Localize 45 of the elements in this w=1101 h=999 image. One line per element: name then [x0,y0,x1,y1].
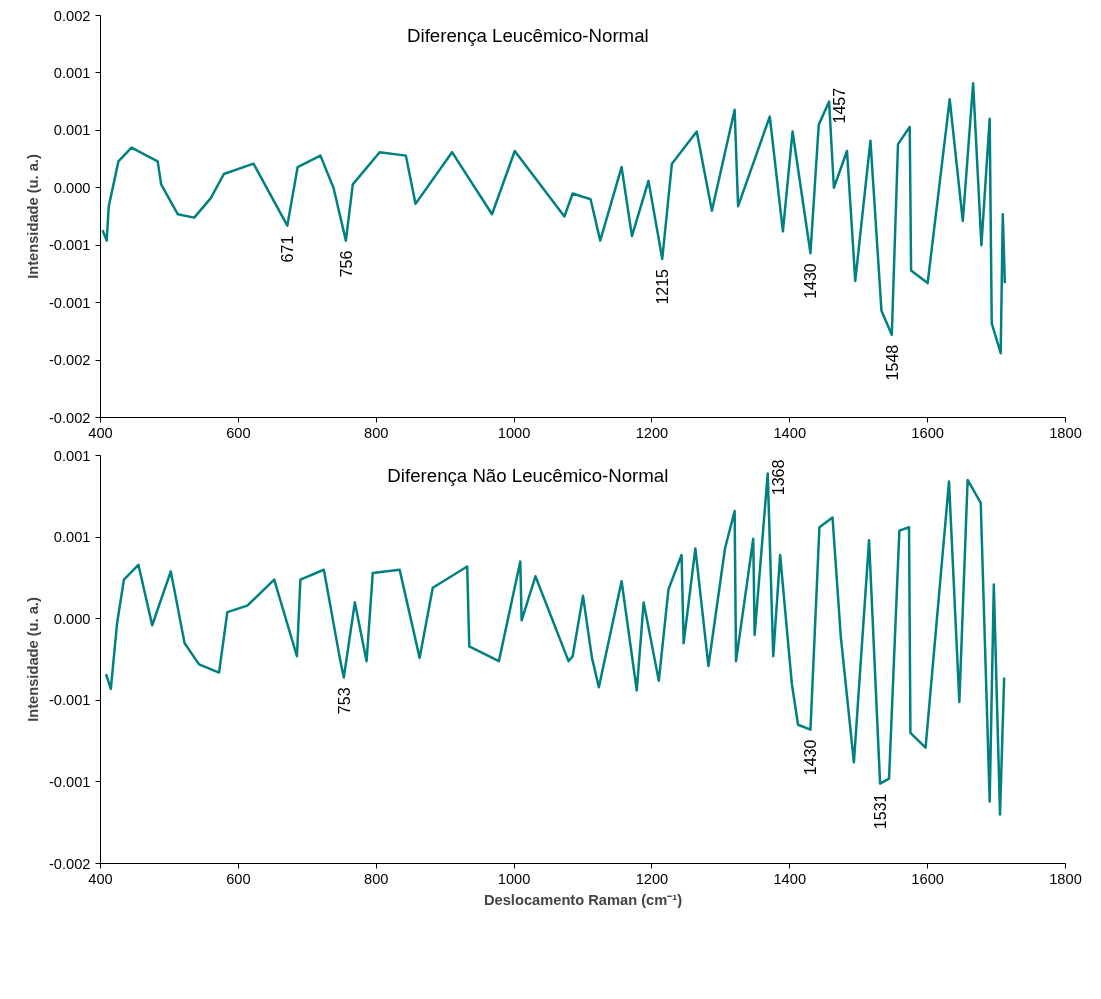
x-tick-label: 1600 [911,424,944,441]
x-tick-label: 1800 [1049,424,1082,441]
y-tick-label: -0.001 [48,294,91,311]
annotation: 1215 [654,268,672,305]
y-tick-label: 0.001 [53,122,91,139]
annotation: 1368 [769,459,787,496]
y-tick-label: 0.001 [53,529,91,546]
y-tick-label: -0.001 [48,692,91,709]
x-tick-label: 800 [363,870,389,887]
x-tick-label: 800 [363,424,389,441]
x-tick-label: 1600 [911,870,944,887]
y-tick-label: 0.001 [53,447,91,464]
annotation: 753 [335,687,353,715]
x-tick-label: 1000 [497,870,531,887]
y-tick-label: 0.000 [53,610,91,627]
x-tick-label: 1200 [635,870,669,887]
annotation: 671 [279,235,297,263]
x-tick-label: 1400 [773,870,807,887]
annotation: 1457 [831,87,849,124]
y-tick-label: 0.000 [53,179,91,196]
y-tick-label: -0.002 [48,352,91,369]
y-tick-label: -0.002 [48,409,91,426]
y-tick-label: -0.001 [48,773,91,790]
y-axis-title: Intensidade (u. a.) [24,597,41,722]
y-axis-title: Intensidade (u. a.) [24,154,41,279]
annotation: 756 [337,250,355,278]
x-axis-title: Deslocamento Raman (cm⁻¹) [483,891,683,908]
x-tick-label: 400 [88,424,113,441]
y-tick-label: 0.001 [53,64,91,81]
x-tick-label: 1400 [773,424,807,441]
annotation: 1548 [883,344,901,381]
x-tick-label: 1000 [497,424,531,441]
y-tick-label: -0.001 [48,237,91,254]
text: Diferença Não Leucêmico-Normal [387,464,669,486]
annotation: 1430 [802,263,820,299]
x-tick-label: 400 [88,870,113,887]
y-tick-label: 0.002 [53,7,91,24]
x-tick-label: 600 [226,870,251,887]
x-tick-label: 1200 [635,424,669,441]
text: Diferença Leucêmico-Normal [407,24,649,46]
x-tick-label: 1800 [1049,870,1082,887]
annotation: 1430 [802,739,820,776]
x-tick-label: 600 [226,424,251,441]
y-tick-label: -0.002 [48,855,91,872]
annotation: 1531 [872,793,890,830]
